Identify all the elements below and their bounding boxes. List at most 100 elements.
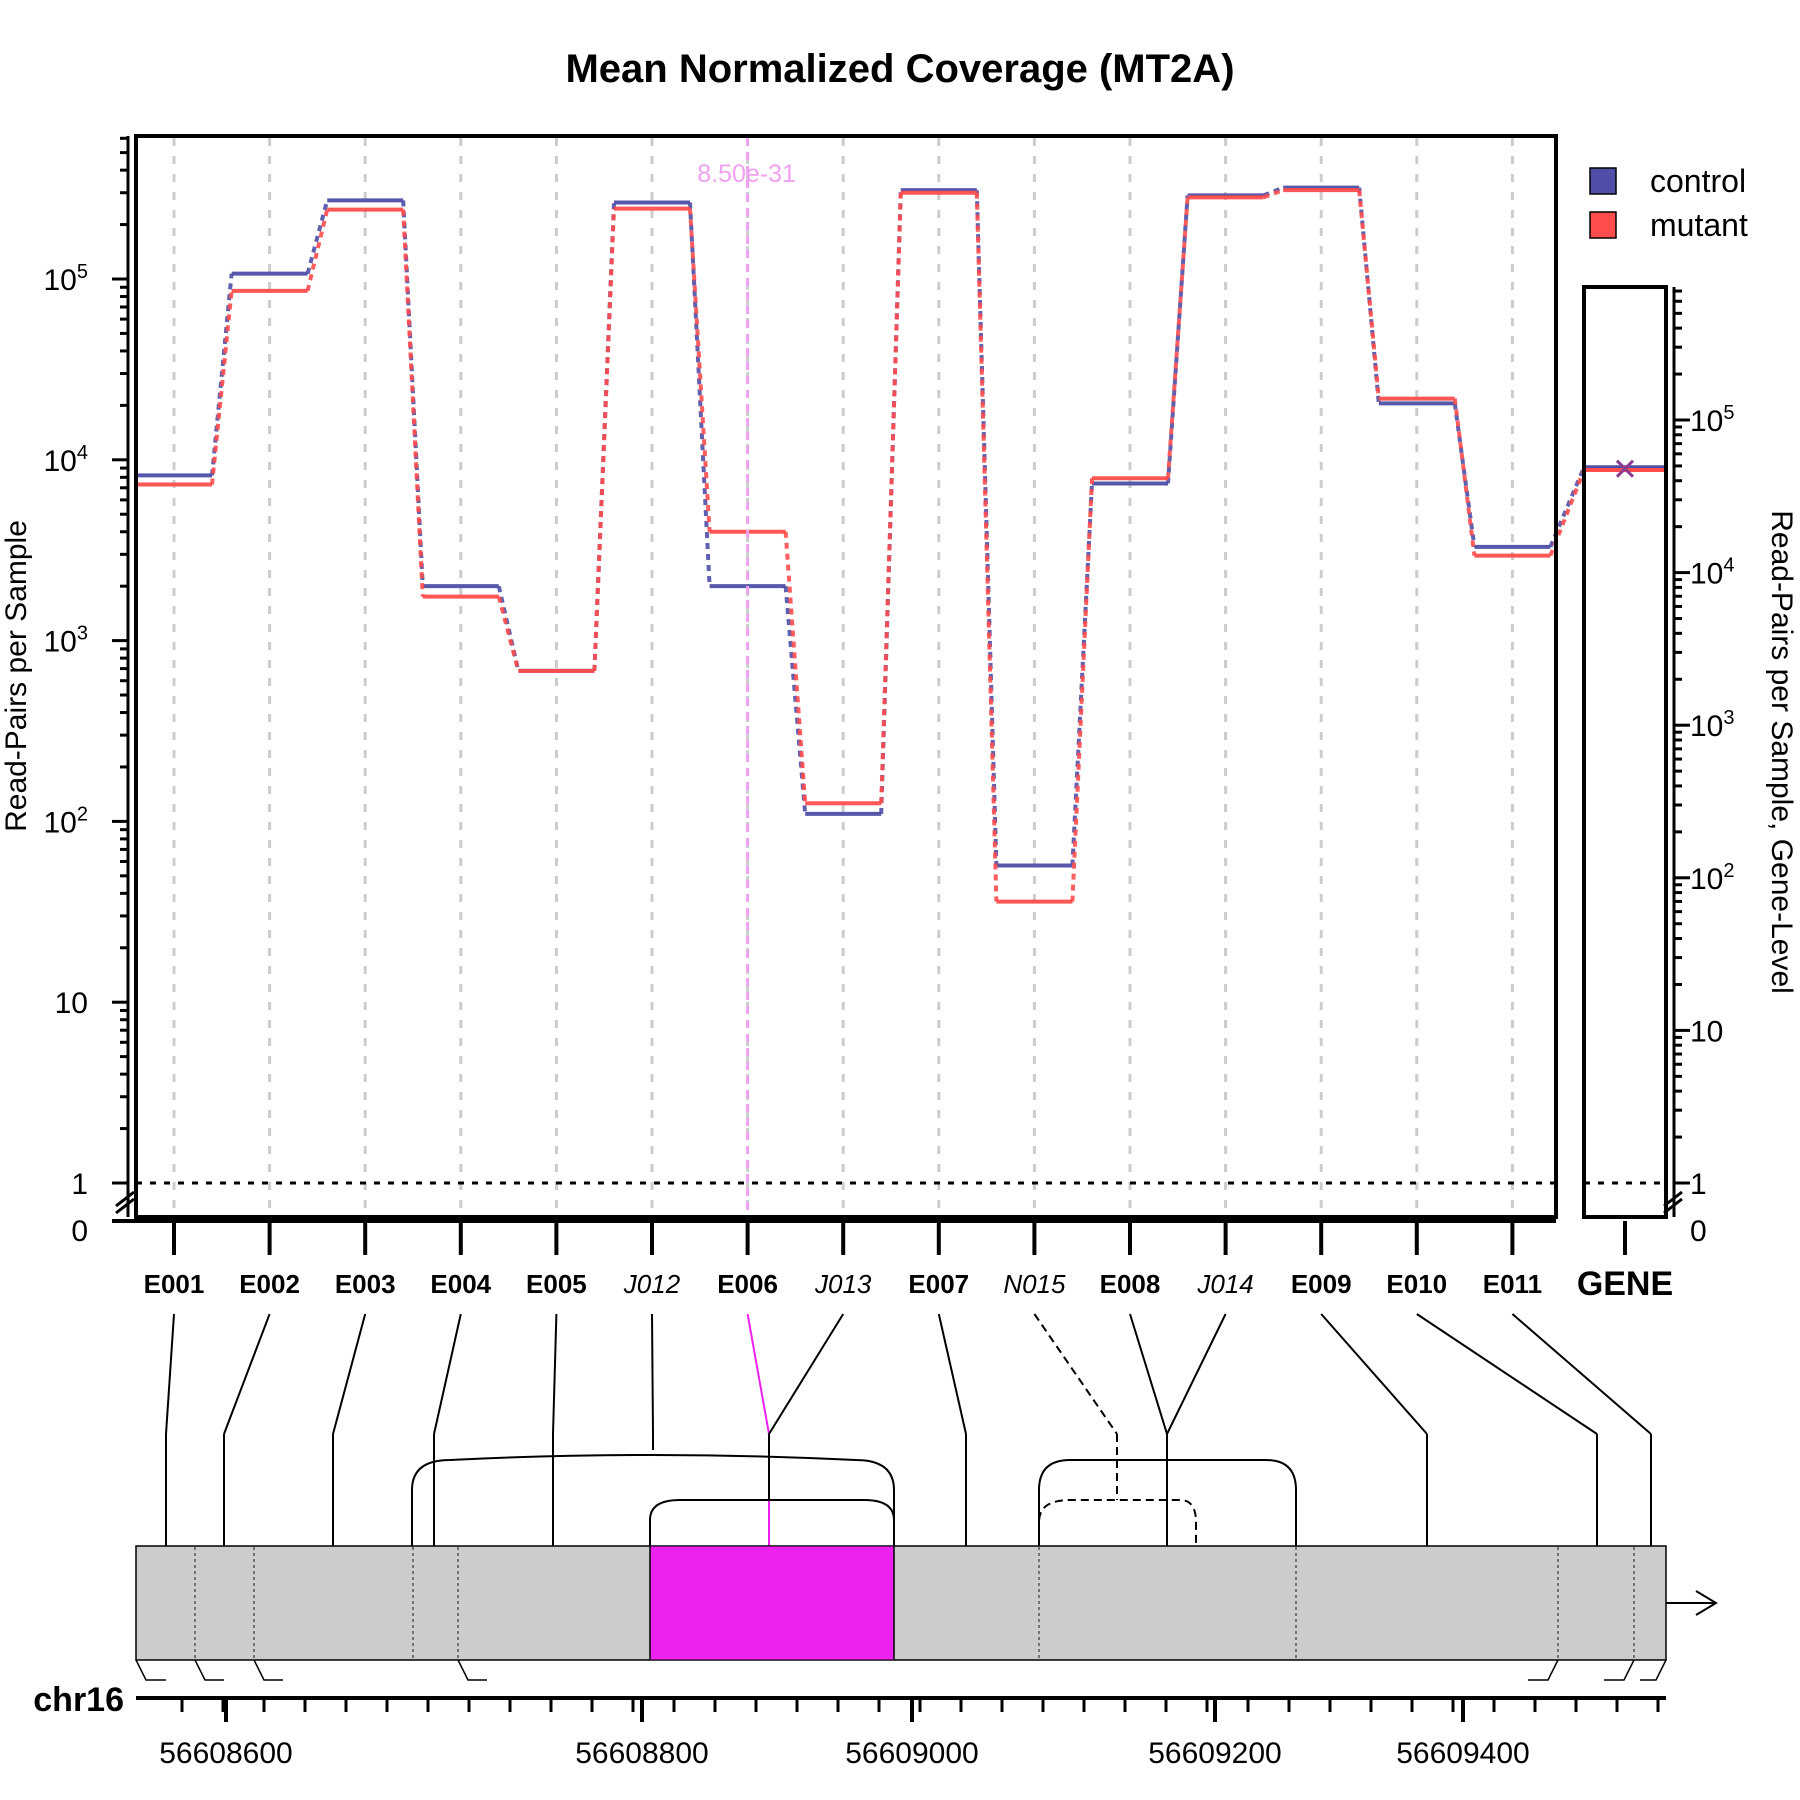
y-tick-exponent: 5 (77, 261, 88, 283)
junction-arc-j013 (649, 1499, 895, 1546)
legend-swatch-control (1589, 167, 1617, 195)
connector-e010 (1416, 1313, 1598, 1435)
y-tick-label-right: 0 (1690, 1215, 1707, 1248)
pvalue-label: 8.50e-31 (697, 160, 796, 188)
feature-label-e004: E004 (430, 1269, 491, 1299)
y-tick-label: 102 (44, 803, 89, 839)
gene-panel-frame (1582, 285, 1668, 1219)
gene-mean-marker (1615, 459, 1635, 478)
mutant-connector-8 (974, 192, 999, 902)
position-leader (194, 1659, 224, 1681)
feature-label-e006: E006 (717, 1269, 778, 1299)
left-y-axis: 0 1 10 102 103 104 105 (44, 136, 135, 1248)
connector-e002 (223, 1313, 271, 1435)
mutant-connector-1 (305, 209, 330, 292)
feature-label-e009: E009 (1291, 1269, 1352, 1299)
y-tick-exponent: 2 (77, 803, 88, 825)
y-tick-label-right: 103 (1690, 707, 1735, 743)
junction-arc-j014 (1038, 1459, 1297, 1546)
connector-e003 (332, 1313, 367, 1435)
y-tick-exponent: 3 (77, 623, 88, 645)
y-tick-label-right: 1 (1690, 1168, 1707, 1201)
connector-e011 (1511, 1313, 1652, 1435)
connector-n015 (1033, 1313, 1118, 1435)
right-y-axis: 0 1 10 102 103 104 105 (1663, 287, 1735, 1248)
mutant-connector-4 (592, 208, 616, 671)
feature-label-j012: J012 (623, 1269, 681, 1299)
series-lines (136, 185, 1586, 904)
genome-coordinate-label: 56609000 (845, 1737, 978, 1770)
feature-label-e011: E011 (1483, 1269, 1542, 1299)
vertical-gridlines (172, 138, 1514, 1215)
position-leader (1640, 1659, 1667, 1681)
legend-label-mutant: mutant (1650, 207, 1748, 243)
feature-label-e003: E003 (335, 1269, 396, 1299)
y-tick-exponent: 4 (77, 442, 88, 464)
junction-arc-j012 (411, 1454, 895, 1546)
y-tick-exponent: 3 (1723, 707, 1734, 729)
y-tick-label-right: 104 (1690, 555, 1735, 591)
position-leader (135, 1659, 166, 1681)
genome-coordinate-label: 56609400 (1396, 1737, 1529, 1770)
feature-label-e008: E008 (1100, 1269, 1161, 1299)
axis-break-mark (1663, 1197, 1683, 1215)
position-leader (253, 1659, 283, 1681)
connector-e005 (552, 1313, 558, 1435)
main-plot-frame (134, 134, 1558, 1219)
genome-coordinate-label: 56608600 (159, 1737, 292, 1770)
genome-coordinate-axis: chr16 56608600 56608800 56609000 56609200 566… (33, 1659, 1667, 1770)
mutant-connector-7 (879, 192, 903, 804)
connector-e009 (1320, 1313, 1428, 1435)
chart-title: Mean Normalized Coverage (MT2A) (565, 47, 1234, 91)
control-connector-9 (1070, 483, 1094, 866)
genome-coordinate-label: 56608800 (575, 1737, 708, 1770)
chromosome-label: chr16 (33, 1681, 124, 1719)
y-tick-exponent: 2 (1723, 860, 1734, 882)
y-tick-label: 103 (44, 623, 89, 659)
feature-label-e007: E007 (908, 1269, 969, 1299)
control-connector-5 (688, 202, 712, 587)
y-tick-label-right: 105 (1690, 402, 1735, 438)
control-connector-1 (305, 199, 330, 275)
mutant-connector-13 (1452, 398, 1477, 556)
control-connector-6 (783, 586, 808, 815)
legend-label-control: control (1650, 163, 1746, 199)
connector-e008 (1129, 1313, 1168, 1435)
connector-e006 (746, 1313, 770, 1435)
y-tick-label: 1 (71, 1168, 88, 1201)
position-leader (1528, 1659, 1559, 1681)
legend: control mutant (1589, 163, 1748, 243)
y-axis-label-right: Read-Pairs per Sample, Gene-Level (1765, 510, 1798, 994)
genome-coordinate-label: 56609200 (1148, 1737, 1281, 1770)
feature-axis: E001 E002 E003 E004 E005 J012 E006 J013 E007 N015… (144, 1221, 1542, 1299)
y-tick-exponent: 5 (1723, 402, 1734, 424)
position-leader (1604, 1659, 1635, 1681)
y-tick-exponent: 4 (1723, 555, 1734, 577)
feature-label-e002: E002 (239, 1269, 300, 1299)
mutant-connector-11 (1262, 188, 1284, 200)
position-leader (457, 1659, 487, 1681)
mutant-connector-2 (401, 209, 425, 597)
y-axis-label: Read-Pairs per Sample (0, 520, 33, 832)
feature-label-e010: E010 (1386, 1269, 1447, 1299)
feature-label-e001: E001 (144, 1269, 205, 1299)
axis-break-mark (1663, 1190, 1683, 1208)
control-connector-13 (1452, 403, 1477, 548)
feature-connectors (165, 1313, 1652, 1546)
legend-swatch-mutant (1589, 211, 1617, 239)
feature-label-e005: E005 (526, 1269, 587, 1299)
y-tick-label: 0 (71, 1215, 88, 1248)
mutant-connector-9 (1070, 478, 1094, 902)
feature-label-n015: N015 (1003, 1269, 1066, 1299)
transcript-body (135, 1545, 1667, 1661)
connector-j014 (1166, 1313, 1227, 1435)
axis-break-mark (115, 1197, 135, 1215)
y-tick-label-right: 102 (1690, 860, 1735, 896)
gene-label: GENE (1577, 1265, 1673, 1303)
connector-e007 (937, 1313, 967, 1435)
mutant-connector-3 (496, 596, 521, 672)
axis-break-mark (115, 1190, 135, 1208)
junction-arc-n015 (1038, 1499, 1197, 1546)
connector-e001 (165, 1313, 175, 1435)
highlighted-exon (649, 1545, 895, 1661)
